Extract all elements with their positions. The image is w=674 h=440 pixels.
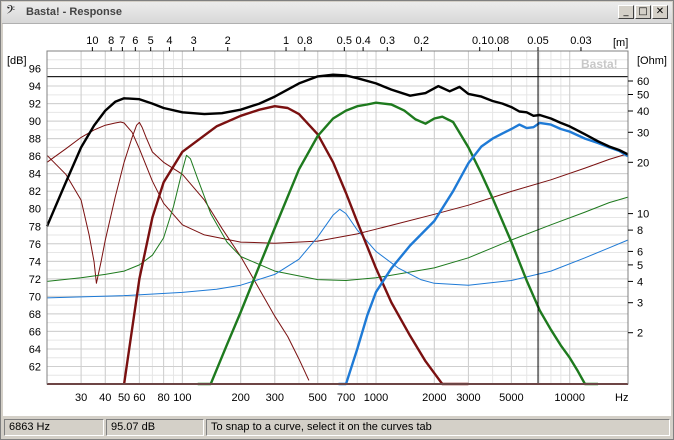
ohm-tick-label: 4: [637, 276, 643, 288]
x-tick-label: 2000: [422, 392, 446, 404]
y-tick-label: 76: [29, 239, 41, 251]
ohm-tick-label: 3: [637, 298, 643, 310]
wavelength-tick-label: 0.05: [527, 35, 548, 47]
ohm-tick-label: 50: [637, 89, 649, 101]
x-tick-label: 200: [231, 392, 249, 404]
left-axis-unit: [dB]: [7, 55, 27, 67]
ohm-tick-label: 5: [637, 260, 643, 272]
ohm-tick-label: 8: [637, 225, 643, 237]
maximize-button[interactable]: □: [635, 5, 651, 19]
y-tick-label: 62: [29, 361, 41, 373]
wavelength-tick-label: 0.1: [472, 35, 487, 47]
y-tick-label: 64: [29, 344, 41, 356]
x-tick-label: 60: [133, 392, 145, 404]
status-hint: To snap to a curve, select it on the cur…: [206, 419, 670, 436]
status-frequency: 6863 Hz: [4, 419, 104, 436]
woofer-impedance-curve[interactable]: [46, 121, 629, 244]
wavelength-tick-label: 0.03: [570, 35, 591, 47]
port-impedance-curve[interactable]: [46, 121, 310, 381]
y-tick-label: 80: [29, 204, 41, 216]
x-tick-label: 100: [173, 392, 191, 404]
total-response-curve[interactable]: [45, 73, 629, 227]
x-tick-label: 40: [99, 392, 111, 404]
midrange-response-curve[interactable]: [197, 101, 598, 386]
ohm-tick-label: 30: [637, 127, 649, 139]
wavelength-tick-label: 8: [108, 35, 114, 47]
y-tick-label: 86: [29, 151, 41, 163]
x-tick-label: 10000: [554, 392, 585, 404]
x-tick-label: 300: [266, 392, 284, 404]
x-tick-label: 80: [157, 392, 169, 404]
y-tick-label: 68: [29, 309, 41, 321]
y-tick-label: 74: [29, 256, 41, 268]
top-axis-unit: [m]: [613, 37, 628, 49]
window-title: Basta! - Response: [26, 6, 122, 18]
wavelength-tick-label: 6: [132, 35, 138, 47]
wavelength-tick-label: 0.08: [488, 35, 509, 47]
wavelength-tick-label: 0.5: [337, 35, 352, 47]
x-tick-label: 700: [337, 392, 355, 404]
y-tick-label: 70: [29, 291, 41, 303]
tweeter-impedance-curve[interactable]: [46, 208, 629, 299]
wavelength-tick-label: 4: [166, 35, 172, 47]
status-bar: 6863 Hz 95.07 dB To snap to a curve, sel…: [2, 417, 672, 439]
wavelength-tick-label: 0.2: [414, 35, 429, 47]
y-tick-label: 66: [29, 326, 41, 338]
status-level: 95.07 dB: [106, 419, 204, 436]
bass-clef-icon: 𝄢: [6, 4, 16, 20]
y-tick-label: 90: [29, 116, 41, 128]
ohm-tick-label: 10: [637, 209, 649, 221]
y-tick-label: 94: [29, 81, 41, 93]
close-button[interactable]: ✕: [652, 5, 668, 19]
ohm-tick-label: 2: [637, 328, 643, 340]
wavelength-tick-label: 5: [148, 35, 154, 47]
wavelength-tick-label: 0.8: [297, 35, 312, 47]
x-tick-label: 30: [75, 392, 87, 404]
wavelength-tick-label: 2: [225, 35, 231, 47]
wavelength-tick-label: 0.3: [380, 35, 395, 47]
ohm-tick-label: 20: [637, 157, 649, 169]
x-tick-label: 3000: [456, 392, 480, 404]
wavelength-tick-label: 10: [86, 35, 98, 47]
tweeter-response-curve[interactable]: [338, 121, 629, 386]
ohm-tick-label: 6: [637, 246, 643, 258]
x-tick-label: 1000: [364, 392, 388, 404]
wavelength-tick-label: 0.4: [355, 35, 370, 47]
wavelength-tick-label: 3: [191, 35, 197, 47]
y-tick-label: 72: [29, 274, 41, 286]
x-tick-label: 5000: [499, 392, 523, 404]
y-tick-label: 84: [29, 169, 41, 181]
y-tick-label: 88: [29, 134, 41, 146]
ohm-tick-label: 40: [637, 106, 649, 118]
wavelength-tick-label: 1: [283, 35, 289, 47]
x-tick-label: 500: [309, 392, 327, 404]
plot-frame: [46, 50, 629, 385]
y-tick-label: 96: [29, 64, 41, 76]
y-tick-label: 78: [29, 221, 41, 233]
ohm-tick-label: 60: [637, 76, 649, 88]
x-tick-label: 50: [118, 392, 130, 404]
x-axis-unit: Hz: [615, 392, 628, 404]
chart-watermark: Basta!: [581, 57, 618, 71]
woofer-response-curve[interactable]: [122, 105, 469, 386]
y-tick-label: 82: [29, 186, 41, 198]
wavelength-tick-label: 7: [119, 35, 125, 47]
minimize-button[interactable]: _: [618, 5, 634, 19]
y-tick-label: 92: [29, 99, 41, 111]
title-bar[interactable]: 𝄢 Basta! - Response _ □ ✕: [2, 2, 672, 24]
right-axis-unit: [Ohm]: [637, 55, 667, 67]
